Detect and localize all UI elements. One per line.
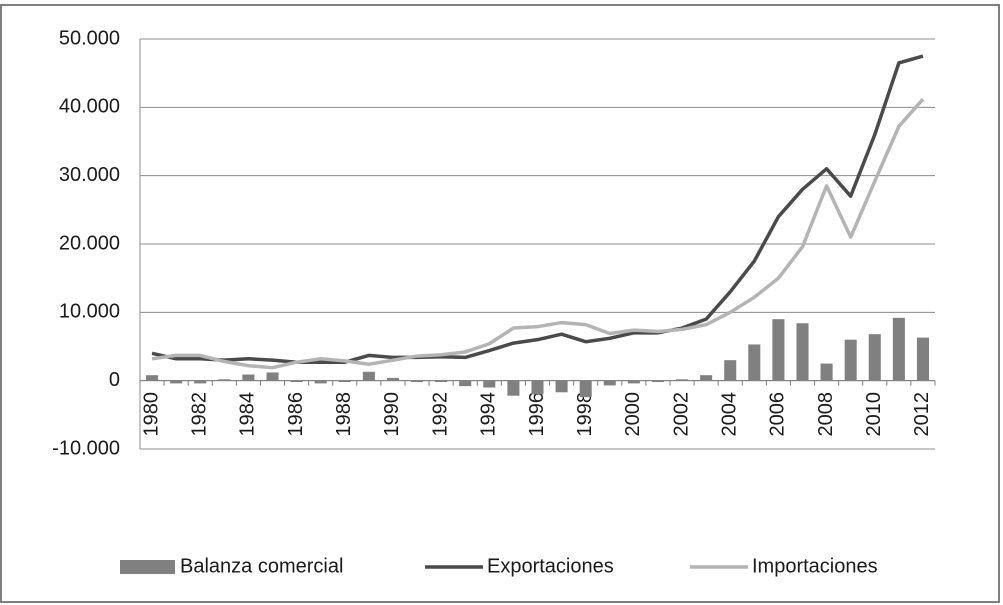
bar xyxy=(507,380,520,396)
bar xyxy=(531,380,544,395)
legend-label: Balanza comercial xyxy=(180,555,343,577)
x-tick-label: 1992 xyxy=(429,392,451,437)
bar xyxy=(435,380,448,383)
bar xyxy=(386,377,399,381)
x-tick-label: 2006 xyxy=(767,392,789,437)
bar xyxy=(170,380,183,384)
line xyxy=(151,54,924,364)
bar xyxy=(290,380,303,383)
y-tick-label: 20.000 xyxy=(59,232,120,254)
bar xyxy=(627,380,640,384)
x-tick-label: 2000 xyxy=(622,392,644,437)
bar xyxy=(579,380,592,398)
bar xyxy=(772,319,785,381)
bar xyxy=(916,337,929,381)
bar xyxy=(338,380,351,383)
legend-label: Exportaciones xyxy=(487,555,614,577)
x-tick-label: 2010 xyxy=(863,392,885,437)
x-tick-label: 1980 xyxy=(140,392,162,437)
x-tick-label: 1996 xyxy=(526,392,548,437)
x-tick-label: 1986 xyxy=(285,392,307,437)
bar xyxy=(362,371,375,381)
x-tick-label: 2012 xyxy=(911,392,933,437)
x-tick-label: 1998 xyxy=(574,392,596,437)
x-tick-label: 2002 xyxy=(670,392,692,437)
bar xyxy=(748,344,761,381)
y-tick-label: 30.000 xyxy=(59,164,120,186)
bar xyxy=(892,317,905,381)
y-tick-label: 50.000 xyxy=(59,27,120,49)
x-tick-label: 2004 xyxy=(719,392,741,437)
bar xyxy=(820,363,833,381)
x-tick-label: 2008 xyxy=(815,392,837,437)
x-tick-label: 1982 xyxy=(189,392,211,437)
x-tick-label: 1988 xyxy=(333,392,355,437)
bar xyxy=(266,372,279,381)
bar xyxy=(844,339,857,381)
bar xyxy=(555,380,568,393)
bar xyxy=(459,380,472,387)
bar xyxy=(411,380,424,383)
bar xyxy=(651,380,664,383)
bar xyxy=(194,380,207,384)
bar xyxy=(483,380,496,388)
bar xyxy=(242,374,255,381)
bar xyxy=(314,380,327,384)
y-tick-label: 10.000 xyxy=(59,301,120,323)
legend-label: Importaciones xyxy=(752,555,878,577)
x-tick-label: 1984 xyxy=(237,392,259,437)
bar xyxy=(700,375,713,381)
legend-swatch xyxy=(120,560,175,574)
bar xyxy=(796,323,809,381)
line xyxy=(151,97,925,370)
bar xyxy=(724,360,737,381)
bar xyxy=(868,334,881,381)
bar xyxy=(146,375,159,381)
bar xyxy=(603,380,616,386)
x-tick-label: 1994 xyxy=(478,392,500,437)
y-tick-label: 0 xyxy=(109,369,120,391)
bar xyxy=(676,379,689,381)
chart-frame xyxy=(0,4,1000,603)
x-tick-label: 1990 xyxy=(381,392,403,437)
bar xyxy=(218,379,231,381)
y-tick-label: 40.000 xyxy=(59,96,120,118)
y-tick-label: -10.000 xyxy=(52,437,120,459)
